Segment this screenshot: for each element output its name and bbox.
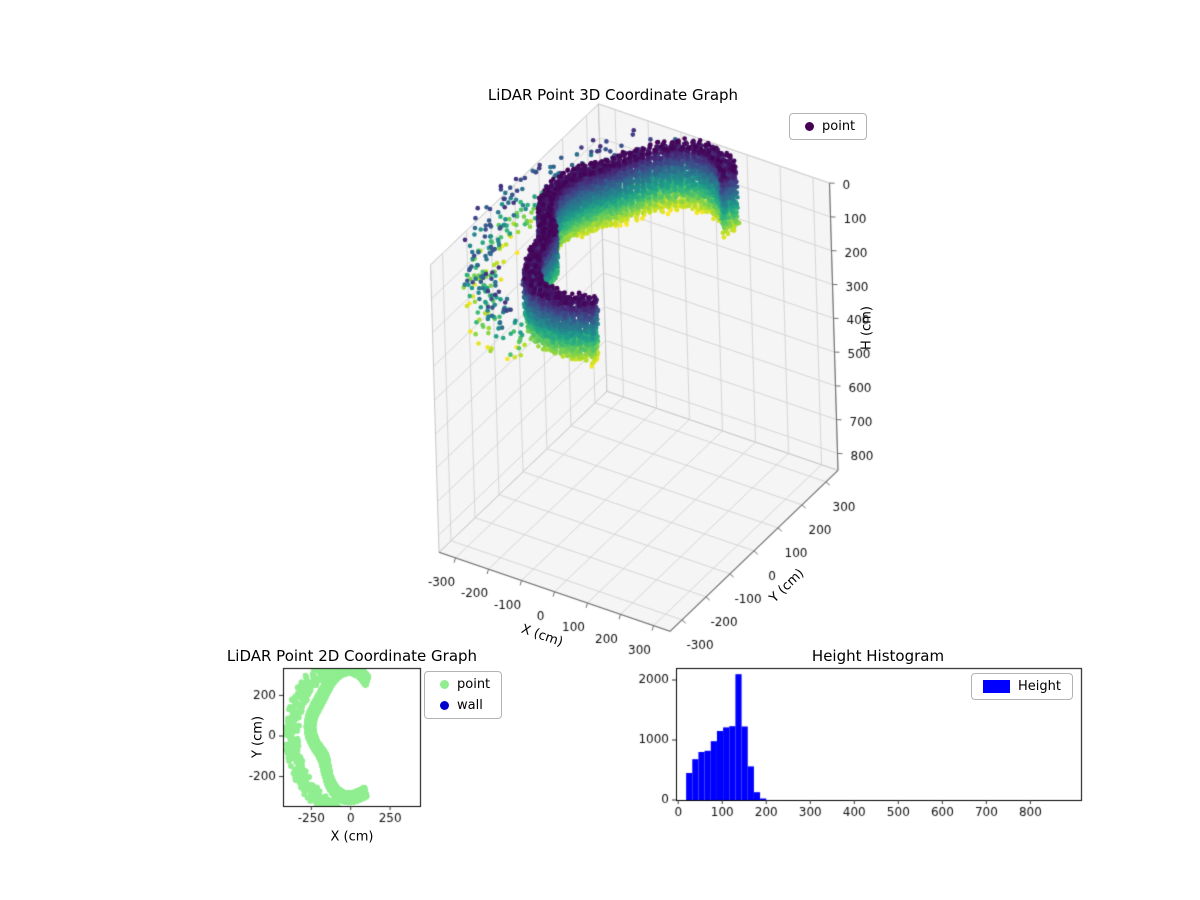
legend-entry-wall-2d: wall [436, 698, 490, 713]
wall-marker-icon [440, 701, 449, 710]
chart-3d-legend: point [789, 113, 868, 140]
legend-label-height: Height [1018, 679, 1061, 694]
chart-2d-legend: point wall [424, 671, 503, 719]
legend-entry-point-2d: point [436, 677, 490, 692]
axis-label-2d-x: X (cm) [330, 829, 374, 845]
histogram-legend: Height [971, 673, 1073, 700]
point-marker-icon [805, 122, 814, 131]
point-marker-icon [440, 680, 449, 689]
height-patch-icon [983, 680, 1010, 693]
legend-entry-point-3d: point [801, 119, 855, 134]
legend-entry-height: Height [983, 679, 1061, 694]
chart-3d-title: LiDAR Point 3D Coordinate Graph [487, 86, 739, 104]
legend-label-point-2d: point [457, 677, 491, 692]
legend-label-wall-2d: wall [457, 698, 483, 713]
axis-label-3d-z: H (cm) [859, 306, 875, 350]
histogram-title: Height Histogram [811, 647, 945, 665]
axis-label-2d-y: Y (cm) [250, 715, 266, 759]
legend-label-point-3d: point [822, 119, 856, 134]
chart-2d-title: LiDAR Point 2D Coordinate Graph [226, 647, 478, 665]
